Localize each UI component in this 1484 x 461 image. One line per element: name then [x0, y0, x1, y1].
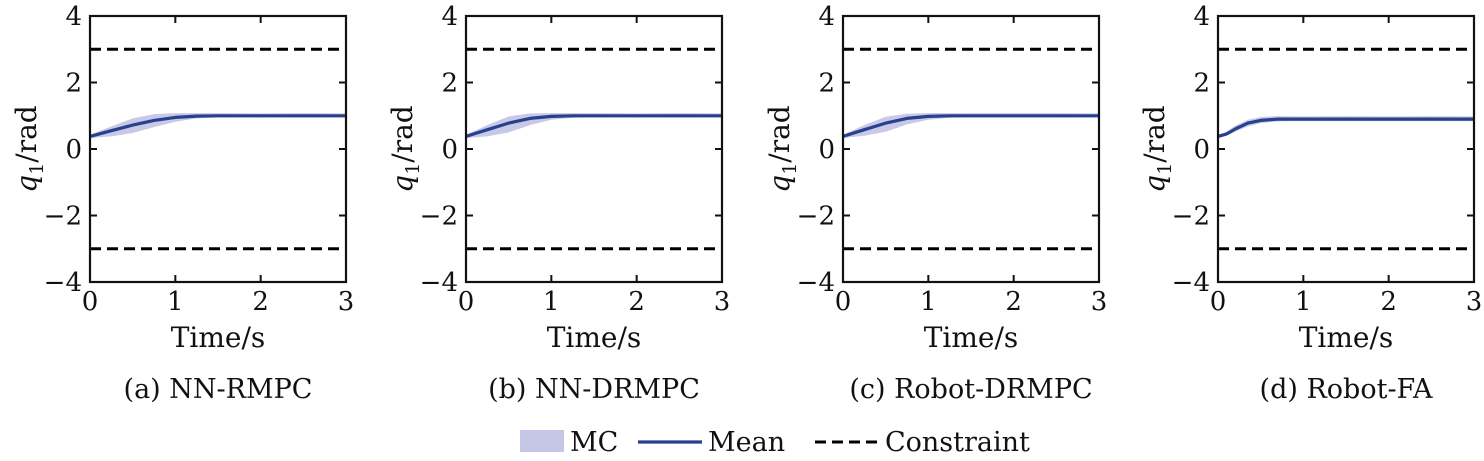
x-tick-label: 2: [628, 287, 645, 317]
x-tick-label: 2: [1380, 287, 1397, 317]
y-axis-unit: /rad: [763, 105, 796, 163]
x-tick-label: 0: [835, 287, 852, 317]
x-tick-label: 1: [167, 287, 184, 317]
subplot-caption: (a) NN-RMPC: [124, 374, 313, 405]
legend-mean-label: Mean: [708, 427, 785, 458]
mean-line: [1217, 117, 1474, 138]
y-tick-label: 4: [65, 2, 82, 32]
subplot-caption: (d) Robot-FA: [1260, 374, 1433, 405]
x-axis-label: Time/s: [547, 321, 642, 354]
y-tick-label: 4: [1193, 2, 1210, 32]
x-tick-label: 1: [543, 287, 560, 317]
y-tick-label: 0: [441, 135, 458, 165]
legend-constraint-label: Constraint: [885, 427, 1030, 458]
y-axis-unit: /rad: [1138, 105, 1171, 163]
x-axis-label: Time/s: [924, 321, 1019, 354]
y-axis-label: q1/rad: [386, 105, 424, 193]
y-tick-label: 2: [441, 69, 458, 99]
x-tick-label: 3: [1091, 287, 1108, 317]
x-tick-label: 0: [82, 287, 99, 317]
axes-frame: [464, 14, 724, 284]
y-tick-label: −2: [1172, 202, 1210, 232]
subplot-caption: (b) NN-DRMPC: [488, 374, 700, 405]
y-tick-label: −2: [420, 202, 458, 232]
axes-frame: [841, 14, 1101, 284]
y-tick-label: −4: [1172, 268, 1210, 298]
y-tick-label: −4: [420, 268, 458, 298]
y-axis-subscript: 1: [779, 163, 801, 175]
y-axis-symbol: q: [763, 175, 796, 193]
mean-line: [465, 114, 722, 138]
y-axis-subscript: 1: [26, 163, 48, 175]
legend-mc-label: MC: [570, 427, 618, 458]
y-tick-label: −4: [44, 268, 82, 298]
x-tick-label: 1: [1295, 287, 1312, 317]
y-tick-label: 4: [441, 2, 458, 32]
axes-frame: [1216, 14, 1476, 284]
y-axis-label: q1/rad: [763, 105, 801, 193]
y-axis-unit: /rad: [10, 105, 43, 163]
x-tick-label: 1: [920, 287, 937, 317]
y-axis-unit: /rad: [386, 105, 419, 163]
y-axis-symbol: q: [10, 175, 43, 193]
x-tick-label: 3: [338, 287, 355, 317]
y-tick-label: 2: [818, 69, 835, 99]
x-tick-label: 2: [252, 287, 269, 317]
x-tick-label: 2: [1005, 287, 1022, 317]
y-tick-label: 0: [1193, 135, 1210, 165]
y-tick-label: 0: [65, 135, 82, 165]
y-tick-label: −2: [44, 202, 82, 232]
y-tick-label: −4: [797, 268, 835, 298]
y-axis-subscript: 1: [1154, 163, 1176, 175]
legend-mc-swatch: [520, 430, 564, 452]
x-tick-label: 0: [1210, 287, 1227, 317]
y-tick-label: −2: [797, 202, 835, 232]
x-axis-label: Time/s: [1299, 321, 1394, 354]
legend: MC Mean Constraint: [520, 427, 1030, 458]
y-axis-label: q1/rad: [10, 105, 48, 193]
x-tick-label: 0: [458, 287, 475, 317]
y-axis-symbol: q: [1138, 175, 1171, 193]
x-axis-label: Time/s: [171, 321, 266, 354]
x-tick-label: 3: [1466, 287, 1483, 317]
y-tick-label: 2: [65, 69, 82, 99]
y-axis-label: q1/rad: [1138, 105, 1176, 193]
y-tick-label: 0: [818, 135, 835, 165]
mean-line: [89, 114, 346, 138]
x-tick-label: 3: [714, 287, 731, 317]
y-tick-label: 4: [818, 2, 835, 32]
y-tick-label: 2: [1193, 69, 1210, 99]
axes-frame: [88, 14, 348, 284]
subplot-caption: (c) Robot-DRMPC: [849, 374, 1092, 405]
y-axis-subscript: 1: [402, 163, 424, 175]
mean-line: [842, 114, 1099, 138]
y-axis-symbol: q: [386, 175, 419, 193]
